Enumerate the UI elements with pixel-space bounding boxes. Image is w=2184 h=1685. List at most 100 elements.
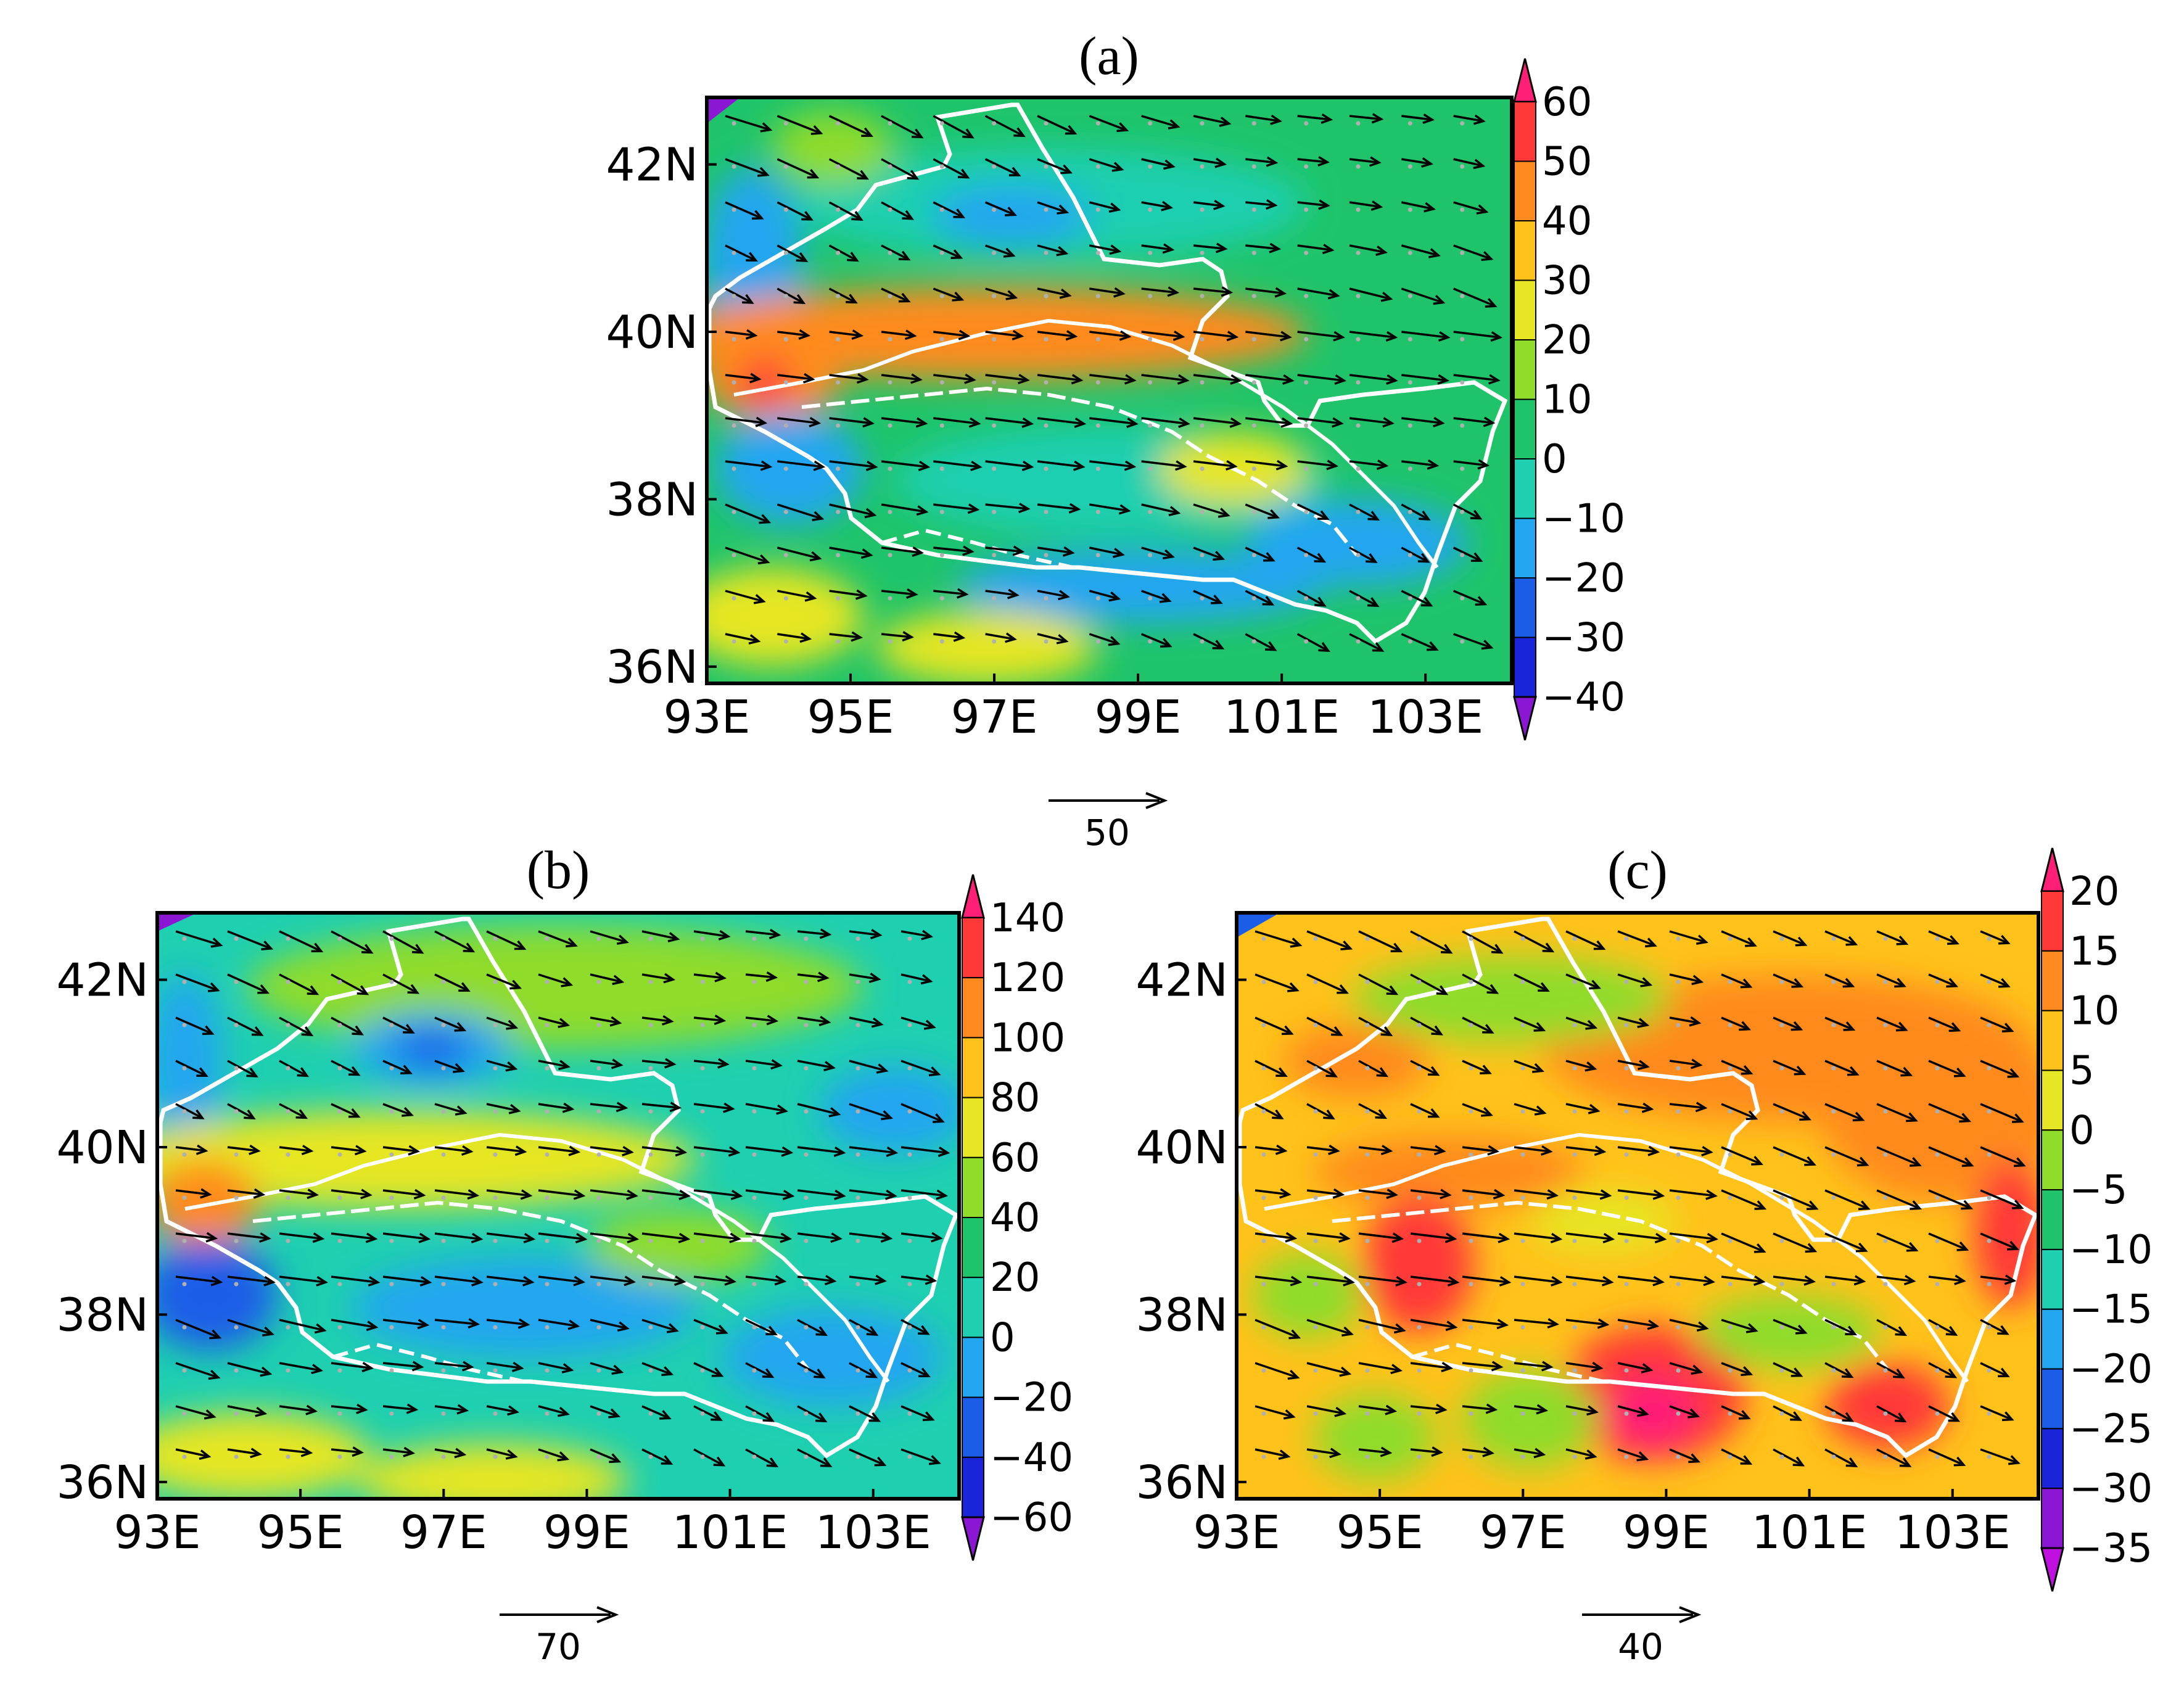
wind-vector	[1037, 287, 1070, 297]
wind-vector-head	[1433, 1145, 1446, 1156]
grid-dot	[855, 1454, 860, 1459]
wind-vector	[1928, 1448, 1964, 1466]
wind-vector-head	[796, 252, 809, 262]
wind-vector	[434, 1232, 481, 1240]
wind-vector-head	[865, 460, 878, 471]
grid-dot	[907, 1411, 912, 1416]
wind-vector-head	[1218, 508, 1230, 518]
wind-vector-head	[1058, 590, 1070, 601]
wind-vector	[829, 503, 875, 516]
wind-vector-head	[815, 1326, 828, 1337]
grid-dot	[1356, 553, 1361, 558]
wind-vector-head	[781, 1146, 794, 1157]
wind-vector-head	[627, 1232, 640, 1243]
grid-dot	[1148, 596, 1153, 601]
grid-dot	[1148, 509, 1153, 514]
colorbar-label: −40	[1542, 675, 1625, 720]
colorbar-segment	[2041, 1308, 2064, 1370]
wind-vector-head	[1012, 545, 1025, 556]
grid-dot	[648, 1282, 653, 1287]
wind-vector-head	[1417, 553, 1430, 563]
wind-vector-head	[1534, 1105, 1547, 1116]
wind-vector	[1141, 417, 1189, 425]
colorbar-label: 5	[2069, 1048, 2095, 1094]
wind-vector-head	[884, 1189, 897, 1200]
wind-vector	[1928, 1060, 1964, 1077]
grid-dot	[1095, 509, 1100, 514]
grid-dot	[493, 1066, 498, 1071]
grid-dot	[337, 1195, 342, 1200]
wind-vector	[1773, 1016, 1802, 1031]
grid-dot	[648, 1109, 653, 1114]
wind-vector	[1721, 1016, 1749, 1031]
y-tick-label: 36N	[1135, 1456, 1228, 1509]
grid-dot	[1095, 380, 1100, 385]
wind-vector-head	[793, 294, 806, 305]
wind-vector	[881, 460, 928, 468]
grid-dot	[545, 1454, 550, 1459]
grid-dot	[939, 164, 944, 169]
wind-vector	[900, 1275, 935, 1282]
wind-vector-head	[1637, 1018, 1650, 1028]
wind-vector-head	[1068, 503, 1081, 514]
wind-vector	[1514, 1448, 1544, 1456]
grid-dot	[836, 207, 841, 212]
wind-vector	[693, 973, 725, 979]
grid-dot	[1572, 1023, 1577, 1028]
wind-vector	[829, 374, 867, 381]
wind-vector	[175, 1405, 215, 1418]
wind-vector	[1037, 546, 1073, 554]
wind-vector-head	[1391, 1232, 1404, 1243]
colorbar-segment	[1514, 339, 1536, 400]
grid-dot	[907, 1282, 912, 1287]
colorbar-segment	[1514, 101, 1536, 162]
grid-dot	[888, 207, 892, 212]
wind-vector-head	[1330, 1026, 1343, 1036]
wind-vector-head	[1473, 159, 1486, 170]
wind-vector	[486, 1060, 516, 1070]
wind-vector-head	[1961, 1200, 1974, 1210]
colorbar-segment	[962, 917, 984, 979]
wind-vector	[1824, 1362, 1852, 1378]
wind-vector	[985, 331, 1022, 337]
wind-vector	[1306, 1232, 1349, 1240]
grid-dot	[286, 1282, 291, 1287]
grid-dot	[1831, 1282, 1836, 1287]
grid-dot	[1572, 979, 1577, 984]
grid-dot	[182, 1454, 187, 1459]
grid-dot	[1520, 979, 1525, 984]
grid-dot	[1728, 979, 1733, 984]
grid-dot	[337, 936, 342, 941]
wind-vector	[1296, 503, 1328, 520]
wind-vector-head	[1160, 638, 1172, 648]
panel-c-title: (c)	[1607, 841, 1668, 900]
grid-dot	[888, 596, 892, 601]
wind-vector	[745, 1232, 790, 1240]
grid-dot	[1261, 1195, 1266, 1200]
wind-vector	[1255, 1448, 1288, 1458]
wind-vector-head	[1795, 1324, 1808, 1335]
wind-vector-head	[1229, 417, 1242, 428]
grid-dot	[596, 1454, 601, 1459]
wind-vector	[1617, 973, 1650, 986]
wind-vector	[1462, 1103, 1491, 1116]
grid-dot	[1313, 1023, 1318, 1028]
grid-dot	[1728, 1066, 1733, 1071]
wind-vector-head	[1948, 1022, 1961, 1032]
wind-vector-head	[950, 249, 963, 259]
y-tick-label: 42N	[1135, 954, 1228, 1007]
wind-vector	[175, 1362, 219, 1379]
wind-vector-head	[1437, 374, 1449, 385]
wind-vector-head	[611, 1058, 624, 1069]
wind-vector	[1245, 460, 1286, 468]
wind-vector-head	[847, 252, 859, 262]
grid-dot	[731, 164, 736, 169]
wind-vector	[1297, 115, 1331, 121]
grid-dot	[855, 1282, 860, 1287]
wind-vector-head	[1332, 1188, 1345, 1199]
wind-vector-head	[1485, 298, 1498, 308]
colorbar-segment	[962, 1217, 984, 1279]
grid-dot	[1148, 423, 1153, 428]
wind-vector	[1453, 201, 1487, 213]
